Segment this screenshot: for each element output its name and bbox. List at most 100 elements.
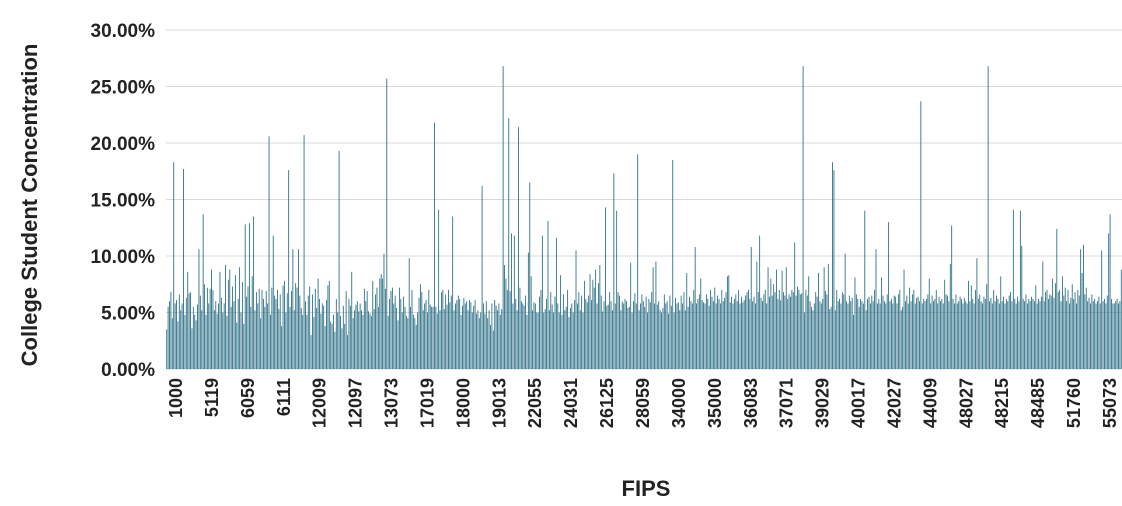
bar <box>682 303 683 369</box>
bar <box>546 298 548 369</box>
bar <box>319 298 320 369</box>
bar <box>453 310 455 369</box>
bar <box>958 301 960 369</box>
bar <box>969 301 971 369</box>
bar <box>560 275 562 369</box>
bar <box>721 289 723 369</box>
bar <box>1088 297 1090 369</box>
bar <box>934 298 936 369</box>
bar <box>1026 303 1028 369</box>
bar <box>540 289 542 369</box>
bar <box>410 306 412 369</box>
bar <box>904 301 906 369</box>
bar <box>459 298 461 369</box>
x-tick-label: 12097 <box>346 378 366 428</box>
bar <box>241 281 243 369</box>
bar <box>686 272 688 369</box>
bar <box>271 287 273 369</box>
bar <box>648 298 650 369</box>
bar <box>596 303 598 369</box>
bar <box>547 220 549 369</box>
bar <box>397 320 399 369</box>
bar <box>298 249 299 369</box>
bar <box>811 306 812 369</box>
bar <box>565 306 567 369</box>
bar <box>788 294 790 369</box>
bar <box>1095 303 1097 369</box>
bar <box>527 252 529 369</box>
bar <box>1014 298 1016 369</box>
bar <box>980 301 982 369</box>
bar <box>323 305 325 369</box>
bar <box>1036 303 1038 369</box>
bar <box>320 313 322 369</box>
bar <box>167 306 169 369</box>
bar <box>1111 298 1112 369</box>
bar <box>882 295 884 369</box>
bar <box>1067 289 1069 369</box>
bar <box>526 314 528 369</box>
bar <box>718 298 720 369</box>
bar <box>260 318 262 369</box>
bar <box>568 317 570 369</box>
bar <box>194 314 196 369</box>
bar <box>696 303 697 369</box>
bar <box>567 289 569 369</box>
bar <box>450 295 452 369</box>
bar <box>239 267 241 369</box>
bar <box>1106 295 1108 369</box>
bar <box>654 303 655 369</box>
bar <box>872 301 874 369</box>
bar <box>498 303 500 369</box>
bar <box>487 318 489 369</box>
bar <box>906 295 908 369</box>
bar <box>797 286 798 369</box>
bar <box>784 295 786 369</box>
bar <box>588 295 590 369</box>
bar <box>917 296 919 369</box>
bar <box>725 292 727 369</box>
bar <box>419 284 421 369</box>
bar <box>494 300 496 369</box>
bar <box>959 296 961 369</box>
bar <box>1032 298 1034 369</box>
bar <box>578 292 580 369</box>
bar <box>408 258 410 369</box>
bar <box>288 170 290 369</box>
bar <box>1021 245 1023 369</box>
bar <box>306 314 308 369</box>
bar <box>579 310 581 369</box>
bar <box>328 280 330 369</box>
bar <box>928 278 930 369</box>
bar <box>539 296 540 369</box>
bar <box>989 301 990 369</box>
bar <box>710 289 712 369</box>
bars <box>166 66 1122 370</box>
bar <box>481 185 483 369</box>
bar <box>899 289 901 369</box>
bar <box>561 314 563 369</box>
bar <box>874 289 876 369</box>
bar <box>645 296 647 369</box>
bar <box>387 315 389 369</box>
bar <box>984 298 986 369</box>
bar <box>839 298 840 369</box>
bar <box>264 306 266 369</box>
bar <box>289 306 291 369</box>
bar <box>488 310 490 369</box>
y-axis-tick-labels: 0.00% 5.00% 10.00% 15.00% 20.00% 25.00% 30.00% <box>91 21 156 381</box>
bar <box>991 303 993 369</box>
bar <box>236 322 238 369</box>
bar <box>889 301 891 369</box>
bar <box>592 279 594 369</box>
y-tick-label: 10.00% <box>91 247 156 268</box>
bar <box>740 296 742 369</box>
bar <box>368 311 369 369</box>
bar <box>1008 295 1010 369</box>
bar <box>770 278 772 369</box>
bar <box>913 289 915 369</box>
bar <box>996 295 997 369</box>
bar <box>919 301 920 369</box>
bar <box>307 295 309 369</box>
bar <box>248 223 250 369</box>
